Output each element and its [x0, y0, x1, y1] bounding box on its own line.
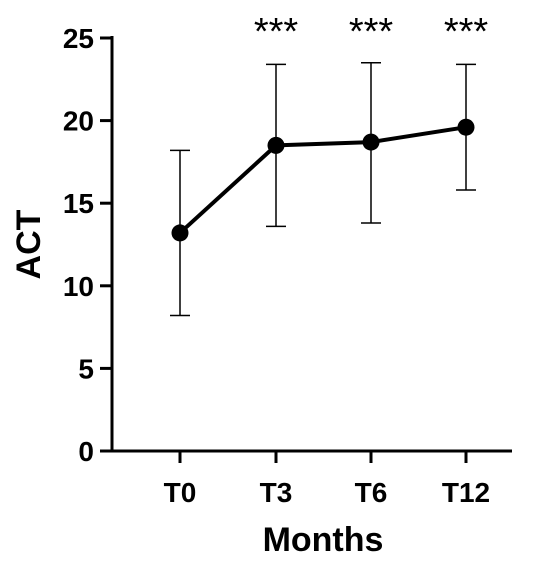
y-ticks: 0 5 10 15 20 25 [63, 23, 112, 467]
data-point [171, 224, 189, 242]
series-line-group [178, 125, 467, 235]
data-point [267, 136, 285, 154]
data-markers [171, 118, 475, 242]
y-tick-label: 10 [63, 271, 94, 302]
series-line [178, 125, 467, 235]
x-axis-title: Months [263, 521, 384, 559]
y-tick-label: 25 [63, 23, 94, 54]
significance-label: *** [254, 11, 299, 53]
y-tick-label: 20 [63, 106, 94, 137]
x-tick-label: T3 [260, 477, 293, 508]
x-tick-label: T12 [442, 477, 490, 508]
error-bars [170, 62, 476, 317]
data-point [457, 118, 475, 136]
significance-labels: *** *** *** [254, 11, 489, 53]
x-ticks: T0 T3 T6 T12 [164, 451, 490, 508]
y-tick-label: 15 [63, 188, 94, 219]
data-point [362, 133, 380, 151]
x-tick-label: T0 [164, 477, 197, 508]
x-tick-label: T6 [355, 477, 388, 508]
significance-label: *** [444, 11, 489, 53]
significance-label: *** [349, 11, 394, 53]
axes [110, 36, 512, 453]
y-tick-label: 5 [78, 353, 94, 384]
y-tick-label: 0 [78, 436, 94, 467]
y-axis-title: ACT [10, 209, 48, 279]
